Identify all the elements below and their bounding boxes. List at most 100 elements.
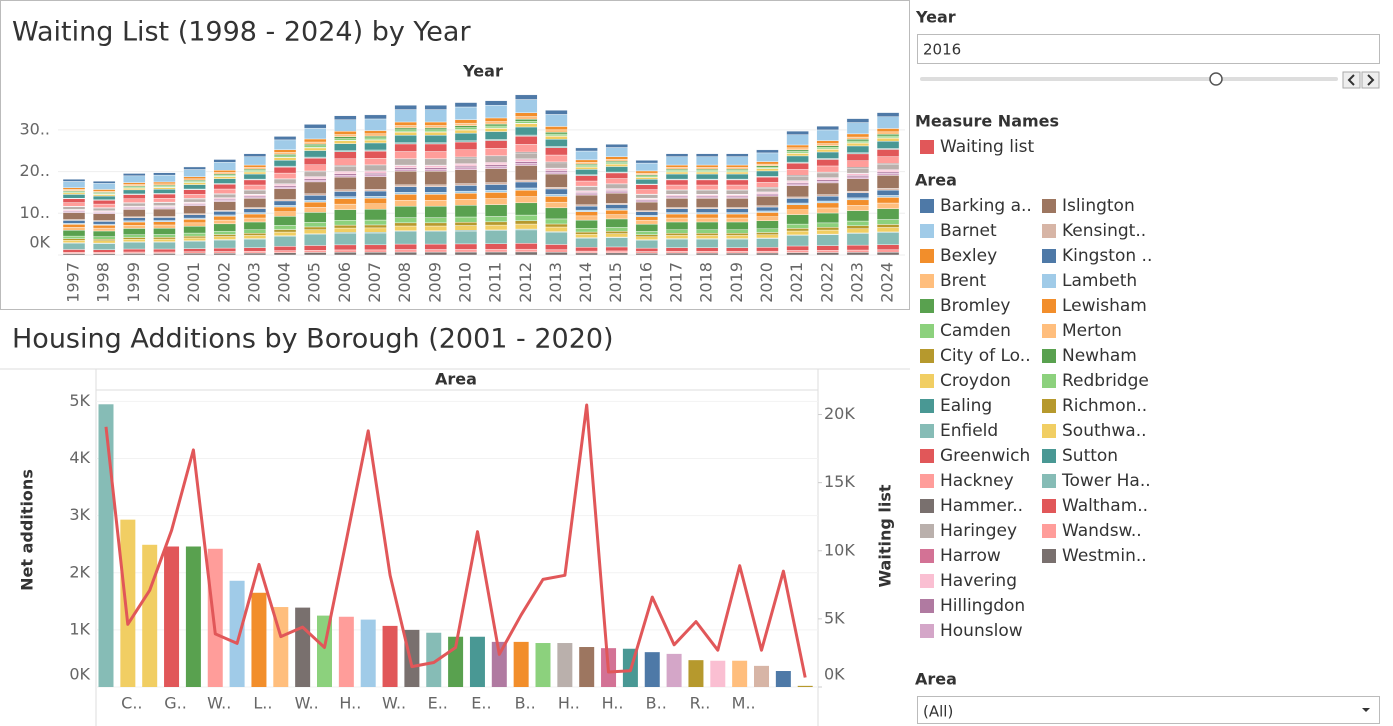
bar-segment bbox=[635, 179, 659, 185]
bar bbox=[404, 629, 420, 687]
next-button[interactable] bbox=[1361, 71, 1380, 89]
bar-segment bbox=[484, 100, 508, 106]
legend-swatch bbox=[920, 499, 934, 513]
bar-segment bbox=[394, 127, 417, 131]
bar-segment bbox=[515, 161, 538, 164]
bar-segment bbox=[183, 205, 206, 214]
bar-segment bbox=[273, 199, 297, 202]
bar-segment bbox=[273, 136, 297, 141]
bar-segment bbox=[183, 214, 206, 219]
bar-segment bbox=[304, 245, 327, 251]
bar-segment bbox=[846, 228, 870, 234]
bar-segment bbox=[123, 239, 146, 242]
bar-segment bbox=[846, 225, 870, 229]
x-tick-label: M.. bbox=[732, 694, 756, 713]
bar-segment bbox=[123, 175, 146, 183]
bar-segment bbox=[424, 159, 447, 166]
bar-segment bbox=[575, 163, 598, 166]
y-tick-label: 5K bbox=[69, 391, 90, 410]
bar bbox=[535, 643, 551, 687]
bar-segment bbox=[364, 114, 387, 120]
bar-segment bbox=[575, 215, 598, 221]
bar-segment bbox=[635, 172, 659, 175]
bar-segment bbox=[756, 170, 779, 177]
legend-label: Richmon.. bbox=[1062, 396, 1147, 416]
bar-segment bbox=[816, 250, 839, 253]
x-tick-label: E.. bbox=[471, 694, 491, 713]
bar-segment bbox=[786, 151, 809, 154]
slider-track bbox=[920, 77, 1338, 81]
bar-segment bbox=[454, 106, 478, 120]
bar bbox=[557, 643, 573, 687]
bar-segment bbox=[273, 211, 297, 217]
legend-label: Ealing bbox=[940, 396, 992, 416]
bar-segment bbox=[545, 129, 568, 133]
bar-segment bbox=[846, 139, 870, 142]
slider-thumb[interactable] bbox=[1209, 72, 1223, 86]
bar-segment bbox=[334, 173, 357, 176]
legend-swatch bbox=[1042, 199, 1056, 213]
bar-segment bbox=[816, 200, 839, 204]
area-dropdown[interactable] bbox=[917, 696, 1380, 724]
legend-swatch bbox=[920, 199, 934, 213]
bar-segment bbox=[635, 231, 659, 235]
bar-segment bbox=[62, 242, 86, 250]
bar-segment bbox=[364, 133, 387, 137]
prev-button[interactable] bbox=[1342, 71, 1361, 89]
bar-segment bbox=[816, 129, 839, 141]
bar-segment bbox=[846, 190, 870, 194]
legend-label: Southwa.. bbox=[1062, 421, 1147, 441]
bar-segment bbox=[273, 139, 297, 150]
bar-segment bbox=[424, 186, 447, 193]
bar-segment bbox=[605, 178, 628, 185]
bar-segment bbox=[424, 184, 447, 187]
bar-segment bbox=[364, 171, 387, 174]
bar-segment bbox=[786, 235, 809, 247]
y-tick-label: 4K bbox=[69, 448, 90, 467]
bar-segment bbox=[62, 179, 86, 182]
bar-segment bbox=[334, 158, 357, 166]
bar-segment bbox=[484, 204, 508, 217]
bar-segment bbox=[876, 197, 900, 204]
bar-segment bbox=[484, 121, 508, 125]
bar-segment bbox=[575, 209, 598, 212]
bar-segment bbox=[273, 152, 297, 155]
bar-segment bbox=[756, 149, 779, 154]
bar-segment bbox=[545, 110, 568, 115]
bar-segment bbox=[334, 143, 357, 151]
bar bbox=[491, 641, 507, 687]
bar-segment bbox=[816, 212, 839, 224]
bar-segment bbox=[605, 172, 628, 179]
legend-label: Lambeth bbox=[1062, 271, 1137, 291]
bar-segment bbox=[334, 249, 357, 253]
bar-segment bbox=[243, 156, 267, 166]
bar-segment bbox=[334, 232, 357, 246]
bar-segment bbox=[484, 162, 508, 166]
bar-segment bbox=[515, 196, 538, 204]
bar-segment bbox=[334, 115, 357, 120]
legend-swatch bbox=[920, 474, 934, 488]
bar-segment bbox=[756, 161, 779, 165]
bar-segment bbox=[62, 235, 86, 239]
bar-segment bbox=[515, 243, 538, 250]
bar-segment bbox=[786, 144, 809, 149]
bar-segment bbox=[243, 229, 267, 234]
x-tick-label: B.. bbox=[515, 694, 536, 713]
bar-segment bbox=[123, 187, 146, 191]
year-input[interactable] bbox=[917, 34, 1380, 64]
bar-segment bbox=[846, 249, 870, 253]
bar-segment bbox=[62, 227, 86, 231]
bar-segment bbox=[153, 197, 176, 203]
bar-segment bbox=[394, 205, 417, 218]
bar-segment bbox=[213, 162, 236, 171]
legend-swatch bbox=[1042, 249, 1056, 263]
bar-segment bbox=[876, 112, 900, 117]
bar-segment bbox=[123, 225, 146, 229]
bar-segment bbox=[605, 252, 628, 256]
x-tick-label: 2018 bbox=[697, 262, 716, 303]
bar bbox=[382, 625, 398, 687]
bar-segment bbox=[62, 181, 86, 188]
bar-segment bbox=[786, 245, 809, 251]
bar-segment bbox=[575, 250, 598, 254]
bar-segment bbox=[394, 135, 417, 143]
